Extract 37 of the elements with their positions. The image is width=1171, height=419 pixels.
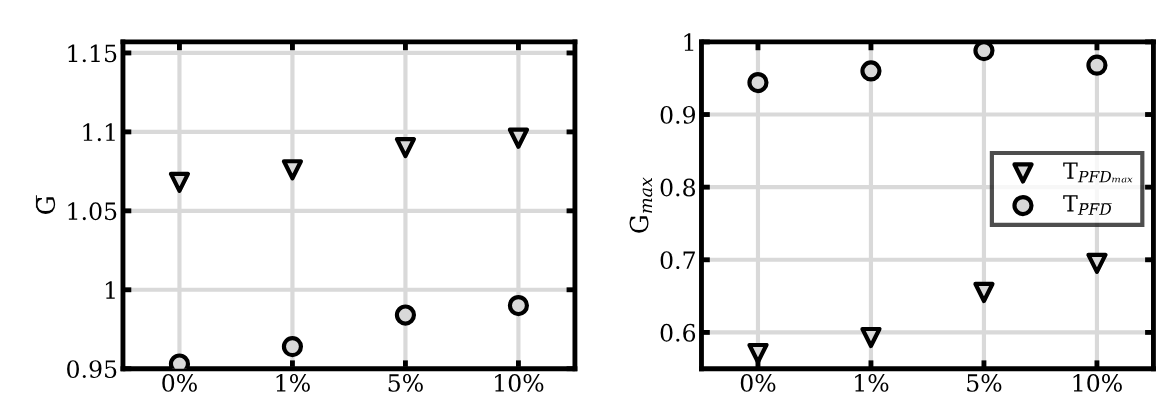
x-tick-label: 10% xyxy=(495,374,544,392)
x-tick-label: 0% xyxy=(740,374,776,392)
y-tick-label: 1.05 xyxy=(68,202,117,221)
point xyxy=(507,127,530,149)
point xyxy=(507,294,530,317)
point xyxy=(394,304,417,326)
y-tick-label: 1 xyxy=(684,33,694,51)
point xyxy=(747,342,769,365)
x-tick-label: 10% xyxy=(1073,374,1122,392)
x-tick-label: 1% xyxy=(276,374,310,392)
point xyxy=(973,281,995,304)
point xyxy=(860,60,882,82)
y-tick-label: 0.9 xyxy=(660,105,696,124)
legend-label: T$_{PFDₘₐₓ}$ xyxy=(1063,162,1133,183)
point xyxy=(394,137,417,159)
y-tick-label: 0.8 xyxy=(660,178,696,197)
point xyxy=(747,71,769,94)
point xyxy=(168,171,191,194)
point xyxy=(281,159,304,181)
point xyxy=(1086,252,1108,275)
y-tick-label: 1.15 xyxy=(68,44,117,63)
point xyxy=(1086,54,1108,76)
x-tick-label: 1% xyxy=(855,374,889,392)
y-tick-label: 1.1 xyxy=(83,123,115,142)
point xyxy=(860,326,882,349)
point xyxy=(973,41,995,62)
y-tick-label: 0.6 xyxy=(660,323,696,342)
y-axis-title: G̅ xyxy=(35,195,56,214)
y-axis-title: G$_{max}$ xyxy=(629,177,653,233)
y-tick-label: 0.7 xyxy=(660,251,695,270)
legend-label: T$_{P̅F̅D̅}$ xyxy=(1063,195,1112,215)
y-tick-label: 1 xyxy=(105,281,115,299)
y-tick-label: 0.95 xyxy=(67,360,117,379)
x-tick-label: 0% xyxy=(162,374,197,392)
point xyxy=(281,336,304,358)
x-tick-label: 5% xyxy=(967,374,1002,392)
x-tick-label: 5% xyxy=(388,374,423,392)
